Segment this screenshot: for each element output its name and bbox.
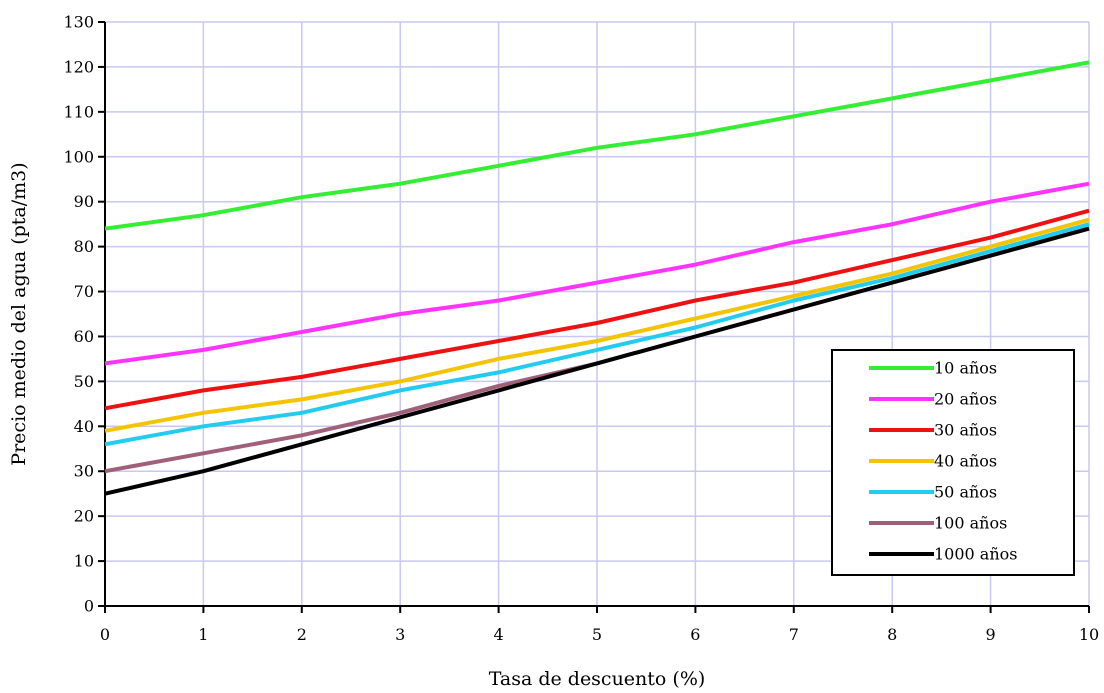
y-tick-label-3: 30 bbox=[74, 462, 94, 481]
x-tick-label-10: 10 bbox=[1079, 625, 1099, 644]
series-line-3 bbox=[104, 217, 1090, 433]
y-tick-label-8: 80 bbox=[74, 237, 94, 256]
x-tick-label-7: 7 bbox=[789, 625, 799, 644]
y-tick-label-0: 0 bbox=[84, 597, 94, 616]
x-tick-label-0: 0 bbox=[100, 625, 110, 644]
x-tick-label-8: 8 bbox=[887, 625, 897, 644]
x-tick-label-9: 9 bbox=[986, 625, 996, 644]
series-line-1 bbox=[104, 181, 1090, 366]
legend-label-3: 40 años bbox=[934, 452, 997, 471]
y-tick-label-13: 130 bbox=[63, 13, 94, 32]
series-line-6 bbox=[104, 226, 1090, 496]
x-tick-label-1: 1 bbox=[198, 625, 208, 644]
x-tick-label-5: 5 bbox=[592, 625, 602, 644]
legend-label-0: 10 años bbox=[934, 359, 997, 378]
x-axis-label: Tasa de descuento (%) bbox=[489, 668, 706, 690]
series-line-2 bbox=[104, 208, 1090, 411]
legend-label-1: 20 años bbox=[934, 390, 997, 409]
y-tick-label-5: 50 bbox=[74, 372, 94, 391]
y-tick-label-9: 90 bbox=[74, 192, 94, 211]
y-tick-label-12: 120 bbox=[63, 57, 94, 76]
x-tick-label-3: 3 bbox=[395, 625, 405, 644]
y-tick-label-4: 40 bbox=[74, 417, 94, 436]
x-tick-label-2: 2 bbox=[297, 625, 307, 644]
x-tick-label-4: 4 bbox=[494, 625, 504, 644]
series-lines bbox=[104, 60, 1090, 496]
legend-label-5: 100 años bbox=[934, 514, 1007, 533]
x-tick-label-6: 6 bbox=[690, 625, 700, 644]
legend-label-4: 50 años bbox=[934, 483, 997, 502]
y-tick-label-1: 10 bbox=[74, 552, 94, 571]
legend-label-2: 30 años bbox=[934, 421, 997, 440]
tick-labels: 0 10 20 30 40 50 60 70 80 90 100 110 120 130 0 1 2 3 4 5 6 7 8… bbox=[63, 13, 1099, 645]
series-line-0 bbox=[104, 60, 1090, 231]
y-tick-label-7: 70 bbox=[74, 282, 94, 301]
legend: 10 años 20 años 30 años 40 años 50 años 100 a… bbox=[831, 349, 1075, 576]
y-tick-label-2: 20 bbox=[74, 507, 94, 526]
series-line-4 bbox=[104, 222, 1090, 447]
y-tick-label-10: 100 bbox=[63, 147, 94, 166]
axes bbox=[98, 21, 1090, 613]
y-tick-label-6: 60 bbox=[74, 327, 94, 346]
legend-label-6: 1000 años bbox=[934, 545, 1018, 564]
y-axis-label: Precio medio del agua (pta/m3) bbox=[8, 162, 30, 465]
y-tick-label-11: 110 bbox=[63, 102, 94, 121]
